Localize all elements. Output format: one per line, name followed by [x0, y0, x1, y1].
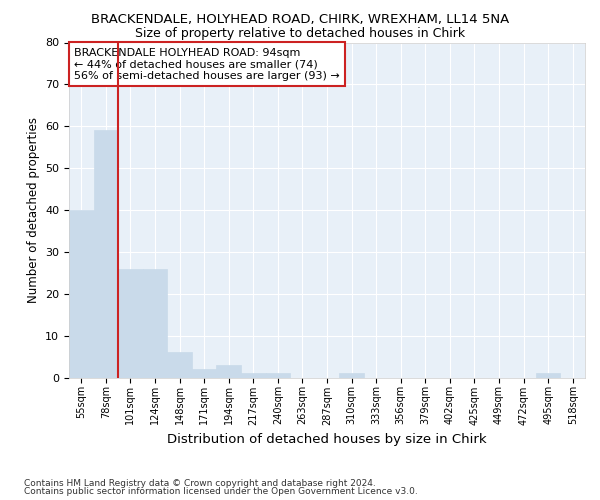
Text: BRACKENDALE, HOLYHEAD ROAD, CHIRK, WREXHAM, LL14 5NA: BRACKENDALE, HOLYHEAD ROAD, CHIRK, WREXH…	[91, 12, 509, 26]
Bar	[94, 130, 118, 378]
Bar	[339, 374, 364, 378]
Bar	[118, 268, 143, 378]
Bar	[143, 268, 167, 378]
Bar	[266, 374, 290, 378]
Bar	[69, 210, 94, 378]
Bar	[167, 352, 192, 378]
Bar	[536, 374, 560, 378]
Text: BRACKENDALE HOLYHEAD ROAD: 94sqm
← 44% of detached houses are smaller (74)
56% o: BRACKENDALE HOLYHEAD ROAD: 94sqm ← 44% o…	[74, 48, 340, 80]
Bar	[241, 374, 266, 378]
Y-axis label: Number of detached properties: Number of detached properties	[26, 117, 40, 303]
Bar	[192, 369, 217, 378]
X-axis label: Distribution of detached houses by size in Chirk: Distribution of detached houses by size …	[167, 433, 487, 446]
Bar	[217, 365, 241, 378]
Text: Contains HM Land Registry data © Crown copyright and database right 2024.: Contains HM Land Registry data © Crown c…	[24, 478, 376, 488]
Text: Size of property relative to detached houses in Chirk: Size of property relative to detached ho…	[135, 28, 465, 40]
Text: Contains public sector information licensed under the Open Government Licence v3: Contains public sector information licen…	[24, 487, 418, 496]
